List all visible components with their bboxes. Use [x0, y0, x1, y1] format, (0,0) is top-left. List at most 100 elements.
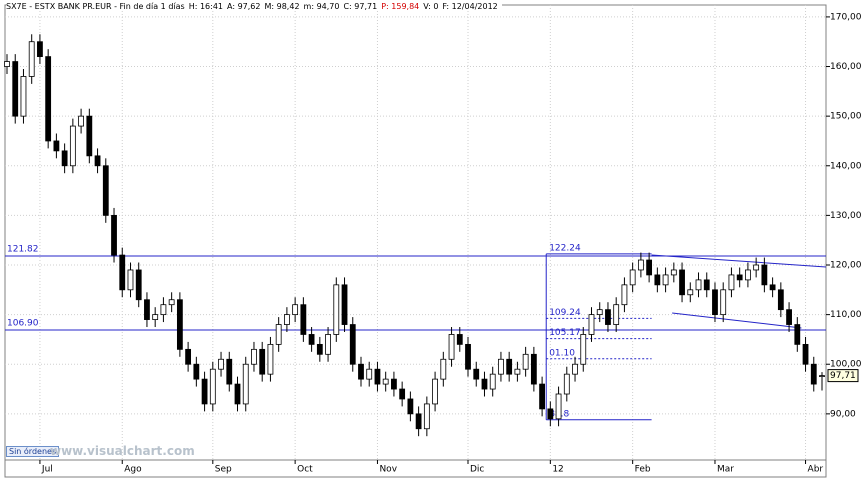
candle-body [308, 334, 315, 345]
x-tick-label: Abr [808, 465, 824, 475]
candle-body [646, 259, 653, 276]
candle-body [613, 304, 620, 325]
candle-body [407, 398, 414, 415]
candle-body [432, 378, 438, 405]
candle-body [448, 334, 455, 360]
header-field: m: 94,70 [303, 2, 340, 11]
candle-body [391, 378, 397, 390]
candle-body [251, 348, 257, 365]
candle-body [341, 284, 348, 325]
candle-body [61, 150, 68, 167]
y-tick-label: 100,00 [830, 360, 861, 370]
candle-body [481, 378, 488, 390]
y-tick-label: 140,00 [830, 161, 861, 171]
candle-body [218, 358, 224, 370]
fib-label: 122.24 [549, 243, 581, 253]
candle-body [275, 324, 282, 345]
candle-body [465, 343, 471, 370]
candle-body [374, 368, 381, 385]
candle-body [679, 269, 685, 296]
candle-body [259, 348, 266, 375]
candle-body [654, 274, 661, 286]
candle-body [522, 353, 529, 370]
candle-body [333, 284, 340, 335]
candle-body [193, 363, 200, 380]
candle-body [670, 269, 677, 276]
y-tick-label: 130,00 [830, 211, 861, 221]
candle-body [201, 378, 208, 405]
y-tick-label: 170,00 [830, 12, 861, 22]
candle-body [119, 254, 126, 291]
x-tick-label: Ago [124, 465, 142, 475]
candle-body [4, 61, 10, 67]
candle-body [794, 324, 801, 345]
x-tick-label: Jul [41, 465, 53, 475]
candle-body [382, 378, 389, 385]
candle-body [12, 61, 19, 117]
candle-body [292, 304, 299, 316]
candle-body [662, 274, 669, 286]
last-price-box [827, 369, 859, 383]
candle-body [185, 348, 192, 365]
header-field: F: 12/04/2012 [442, 2, 498, 11]
header-field: P: 159,84 [381, 2, 420, 11]
y-tick-label: 90,00 [830, 409, 856, 419]
candle-body [94, 155, 101, 167]
candle-body [777, 289, 784, 311]
x-tick-label: Oct [297, 465, 313, 475]
candle-body [473, 368, 480, 380]
candle-body [86, 115, 93, 157]
candle-body [226, 358, 233, 385]
candle-body [563, 373, 570, 395]
trendline [672, 312, 802, 329]
candle-body [176, 299, 183, 350]
candle-body [687, 289, 694, 296]
candle-body [588, 314, 595, 335]
x-tick-label: Sep [215, 465, 232, 475]
candle-body [37, 41, 43, 58]
candle-body [349, 324, 356, 365]
candle-body [234, 383, 241, 405]
candle-body [440, 358, 447, 380]
candle-body [810, 363, 817, 385]
horizontal-line-label: 106.90 [7, 319, 39, 329]
y-tick-label: 160,00 [830, 62, 861, 72]
header-field: SX7E - ESTX BANK PR.EUR - Fin de día 1 d… [6, 2, 185, 11]
x-axis-band [4, 459, 827, 478]
candle-body [489, 373, 496, 390]
fib-label: 109.24 [549, 308, 581, 318]
horizontal-line-label: 121.82 [7, 244, 39, 254]
candle-body [78, 115, 84, 127]
x-tick-label: Nov [379, 465, 397, 475]
candle-body [695, 279, 702, 291]
header-field: M: 98,42 [264, 2, 300, 11]
candle-body [819, 375, 825, 377]
candle-body [423, 403, 430, 430]
candle-body [102, 165, 109, 216]
y-tick-label: 120,00 [830, 261, 861, 271]
candle-body [144, 299, 150, 320]
candle-body [802, 343, 809, 365]
candle-body [629, 269, 636, 286]
candle-body [621, 284, 628, 306]
candle-body [539, 383, 546, 410]
candle-body [283, 314, 290, 325]
candle-body [20, 76, 27, 117]
candle-body [456, 334, 463, 345]
fib-label: 105.17 [549, 328, 581, 338]
candle-body [712, 289, 718, 316]
candle-body [580, 334, 587, 365]
candle-body [769, 284, 776, 291]
candle-body [135, 269, 142, 301]
candle-body [761, 264, 768, 286]
orders-button[interactable]: Sin órdenes [6, 446, 60, 457]
x-tick-label: Mar [717, 465, 734, 475]
watermark: www.visualchart.com [50, 444, 195, 458]
trendline [651, 254, 827, 268]
candle-body [753, 264, 760, 271]
candle-body [728, 274, 735, 291]
candle-body [596, 309, 603, 316]
candle-body [152, 314, 159, 320]
header-field: A: 97,62 [227, 2, 261, 11]
candle-body [720, 289, 727, 316]
